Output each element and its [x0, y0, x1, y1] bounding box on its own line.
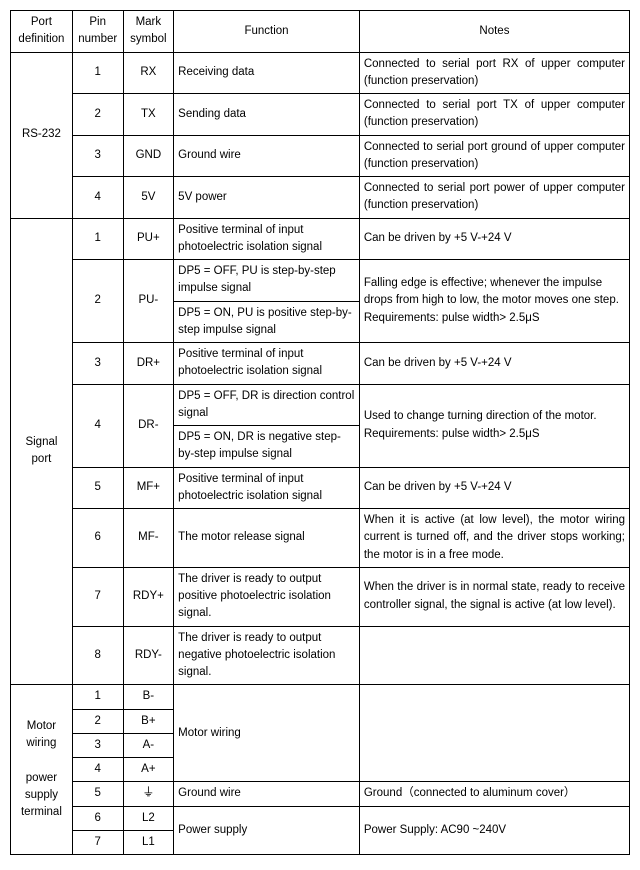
mark-cell: 5V [123, 177, 174, 219]
table-row: 4 DR- DP5 = OFF, DR is direction control… [11, 384, 630, 426]
mark-cell: L2 [123, 806, 174, 830]
header-pin: Pin number [72, 11, 123, 53]
pin-cell: 4 [72, 758, 123, 782]
notes-cell: Connected to serial port ground of upper… [359, 135, 629, 177]
func-cell: DP5 = OFF, DR is direction control signa… [174, 384, 360, 426]
notes-cell: Power Supply: AC90 ~240V [359, 806, 629, 855]
table-row: 2 TX Sending data Connected to serial po… [11, 94, 630, 136]
func-cell: DP5 = ON, DR is negative step-by-step im… [174, 426, 360, 468]
pin-cell: 6 [72, 806, 123, 830]
table-row: 8 RDY- The driver is ready to output neg… [11, 626, 630, 685]
mark-cell: MF- [123, 509, 174, 568]
pin-cell: 5 [72, 467, 123, 509]
notes-cell: Ground（connected to aluminum cover） [359, 782, 629, 806]
notes-cell: Connected to serial port TX of upper com… [359, 94, 629, 136]
mark-cell: L1 [123, 830, 174, 854]
notes-cell: Falling edge is effective; whenever the … [359, 260, 629, 343]
func-cell: The motor release signal [174, 509, 360, 568]
table-row: 5 MF+ Positive terminal of input photoel… [11, 467, 630, 509]
func-cell: Sending data [174, 94, 360, 136]
header-port: Port definition [11, 11, 73, 53]
header-row: Port definition Pin number Mark symbol F… [11, 11, 630, 53]
func-cell: Positive terminal of input photoelectric… [174, 467, 360, 509]
pin-cell: 1 [72, 218, 123, 260]
mark-cell: A+ [123, 758, 174, 782]
mark-cell: ⏚ [123, 782, 174, 806]
table-row: 3 DR+ Positive terminal of input photoel… [11, 343, 630, 385]
table-row: 6 MF- The motor release signal When it i… [11, 509, 630, 568]
port-definition-table: Port definition Pin number Mark symbol F… [10, 10, 630, 855]
header-notes: Notes [359, 11, 629, 53]
port-signal: Signal port [11, 218, 73, 685]
pin-cell: 8 [72, 626, 123, 685]
notes-cell: When the driver is in normal state, read… [359, 567, 629, 626]
mark-cell: RDY+ [123, 567, 174, 626]
table-row: 7 RDY+ The driver is ready to output pos… [11, 567, 630, 626]
mark-cell: PU- [123, 260, 174, 343]
func-cell: 5V power [174, 177, 360, 219]
func-cell: Receiving data [174, 52, 360, 94]
pin-cell: 5 [72, 782, 123, 806]
pin-cell: 2 [72, 260, 123, 343]
pin-cell: 3 [72, 343, 123, 385]
mark-cell: PU+ [123, 218, 174, 260]
mark-cell: GND [123, 135, 174, 177]
notes-cell: Can be driven by +5 V-+24 V [359, 467, 629, 509]
notes-cell: Can be driven by +5 V-+24 V [359, 218, 629, 260]
table-row: 6 L2 Power supply Power Supply: AC90 ~24… [11, 806, 630, 830]
notes-cell: When it is active (at low level), the mo… [359, 509, 629, 568]
table-row: RS-232 1 RX Receiving data Connected to … [11, 52, 630, 94]
func-cell: Ground wire [174, 782, 360, 806]
mark-cell: B- [123, 685, 174, 709]
mark-cell: DR- [123, 384, 174, 467]
notes-cell [359, 685, 629, 782]
notes-cell [359, 626, 629, 685]
mark-cell: B+ [123, 709, 174, 733]
pin-cell: 6 [72, 509, 123, 568]
pin-cell: 7 [72, 567, 123, 626]
notes-cell: Used to change turning direction of the … [359, 384, 629, 467]
pin-cell: 1 [72, 685, 123, 709]
pin-cell: 7 [72, 830, 123, 854]
notes-cell: Connected to serial port RX of upper com… [359, 52, 629, 94]
table-row: Motor wiring power supply terminal 1 B- … [11, 685, 630, 709]
mark-cell: DR+ [123, 343, 174, 385]
header-function: Function [174, 11, 360, 53]
pin-cell: 2 [72, 94, 123, 136]
mark-cell: RDY- [123, 626, 174, 685]
pin-cell: 4 [72, 384, 123, 467]
table-row: 4 5V 5V power Connected to serial port p… [11, 177, 630, 219]
table-row: 5 ⏚ Ground wire Ground（connected to alum… [11, 782, 630, 806]
table-row: Signal port 1 PU+ Positive terminal of i… [11, 218, 630, 260]
func-cell: Motor wiring [174, 685, 360, 782]
pin-cell: 1 [72, 52, 123, 94]
pin-cell: 4 [72, 177, 123, 219]
notes-cell: Can be driven by +5 V-+24 V [359, 343, 629, 385]
func-cell: The driver is ready to output positive p… [174, 567, 360, 626]
func-cell: Positive terminal of input photoelectric… [174, 218, 360, 260]
func-cell: DP5 = ON, PU is positive step-by-step im… [174, 301, 360, 343]
port-rs232: RS-232 [11, 52, 73, 218]
mark-cell: RX [123, 52, 174, 94]
table-row: 3 GND Ground wire Connected to serial po… [11, 135, 630, 177]
port-motor-label-a: Motor wiring [26, 720, 56, 749]
pin-cell: 3 [72, 733, 123, 757]
func-cell: The driver is ready to output negative p… [174, 626, 360, 685]
func-cell: Positive terminal of input photoelectric… [174, 343, 360, 385]
port-motor-label-b: power supply terminal [21, 772, 62, 819]
pin-cell: 2 [72, 709, 123, 733]
func-cell: Ground wire [174, 135, 360, 177]
port-motor: Motor wiring power supply terminal [11, 685, 73, 855]
mark-cell: MF+ [123, 467, 174, 509]
notes-cell: Connected to serial port power of upper … [359, 177, 629, 219]
func-cell: Power supply [174, 806, 360, 855]
mark-cell: A- [123, 733, 174, 757]
func-cell: DP5 = OFF, PU is step-by-step impulse si… [174, 260, 360, 302]
mark-cell: TX [123, 94, 174, 136]
table-row: 2 PU- DP5 = OFF, PU is step-by-step impu… [11, 260, 630, 302]
ground-icon: ⏚ [142, 786, 154, 798]
pin-cell: 3 [72, 135, 123, 177]
header-mark: Mark symbol [123, 11, 174, 53]
